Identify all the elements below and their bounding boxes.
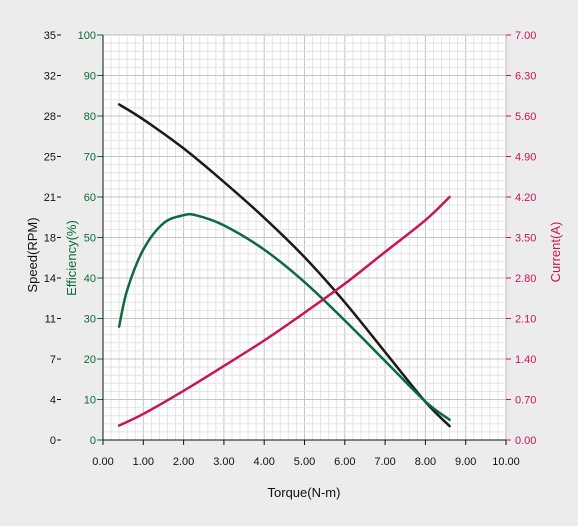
speed-tick-label: 21 [44,192,56,204]
efficiency-tick-label: 20 [84,354,96,366]
current-tick-label: 3.50 [515,233,536,245]
x-tick-label: 7.00 [374,456,395,468]
speed-tick-label: 11 [45,314,56,326]
current-curve [117,195,451,427]
speed-tick-label: 25 [44,152,56,164]
efficiency-tick-label: 40 [84,273,96,285]
x-axis-title: Torque(N-m) [268,485,341,500]
x-tick-label: 5.00 [294,456,315,468]
efficiency-tick-label: 0 [90,435,96,447]
current-tick-label: 6.30 [515,71,536,83]
x-tick-label: 2.00 [173,456,194,468]
speed-tick-label: 7 [50,354,56,366]
speed-tick-label: 28 [44,111,56,123]
speed-tick-label: 4 [50,395,56,407]
current-axis-title: Current(A) [548,222,563,283]
x-tick-label: 3.00 [213,456,234,468]
current-tick-label: 0.70 [515,395,536,407]
efficiency-tick-label: 30 [84,314,96,326]
speed-tick-label: 35 [44,30,56,42]
current-tick-label: 2.80 [515,273,536,285]
current-tick-label: 2.10 [515,314,536,326]
x-tick-label: 9.00 [455,456,476,468]
speed-tick-label: 32 [44,71,56,83]
speed-tick-label: 18 [44,233,56,245]
speed-tick-label: 0 [50,435,56,447]
series-layer [117,103,451,428]
x-tick-label: 1.00 [133,456,154,468]
speed-curve [117,103,451,428]
current-tick-label: 5.60 [515,111,536,123]
x-tick-label: 10.00 [492,456,520,468]
x-tick-label: 4.00 [253,456,274,468]
efficiency-tick-label: 90 [84,71,96,83]
x-tick-label: 8.00 [415,456,436,468]
efficiency-tick-label: 80 [84,111,96,123]
efficiency-tick-label: 60 [84,192,96,204]
current-tick-label: 4.90 [515,152,536,164]
axes: 0.00 1.00 2.00 3.00 4.00 5.00 6.00 7.00 8.00 9.00… [44,30,537,468]
efficiency-tick-label: 70 [84,152,96,164]
efficiency-axis-title: Efficiency(%) [64,220,79,296]
x-tick-label: 6.00 [334,456,355,468]
efficiency-curve [117,212,451,421]
efficiency-tick-label: 10 [84,395,96,407]
efficiency-tick-label: 50 [84,233,96,245]
speed-axis-title: Speed(RPM) [25,217,40,292]
current-tick-label: 4.20 [515,192,536,204]
current-tick-label: 1.40 [515,354,536,366]
speed-tick-label: 14 [44,273,56,285]
current-tick-label: 7.00 [515,30,536,42]
efficiency-tick-label: 100 [78,30,96,42]
current-tick-label: 0.00 [515,435,536,447]
x-tick-label: 0.00 [92,456,113,468]
